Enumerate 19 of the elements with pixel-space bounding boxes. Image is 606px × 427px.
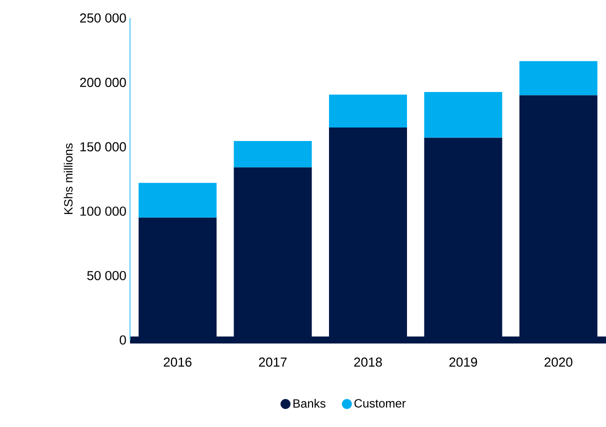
y-tick-label: 200 000 xyxy=(80,78,126,87)
y-tick-label: 100 000 xyxy=(80,206,126,216)
x-tick-label: 2020 xyxy=(544,358,572,367)
bar xyxy=(138,182,217,218)
y-tick-label: 0 xyxy=(120,335,126,345)
bar xyxy=(424,92,502,138)
bar xyxy=(329,94,407,128)
x-tick-label: 2017 xyxy=(259,358,287,367)
bar xyxy=(234,140,312,168)
x-tick-label: 2019 xyxy=(449,358,478,367)
legend-label: Banks xyxy=(294,398,326,408)
y-tick-label: 150 000 xyxy=(80,142,126,152)
y-tick-label: 250 000 xyxy=(80,13,126,23)
bar xyxy=(519,61,598,96)
x-tick-label: 2018 xyxy=(354,358,382,367)
legend-label: Customer xyxy=(354,399,406,408)
x-tick-label: 2016 xyxy=(164,358,192,367)
y-axis-title: KShs millions xyxy=(64,143,73,214)
y-tick-label: 50 000 xyxy=(87,270,126,280)
